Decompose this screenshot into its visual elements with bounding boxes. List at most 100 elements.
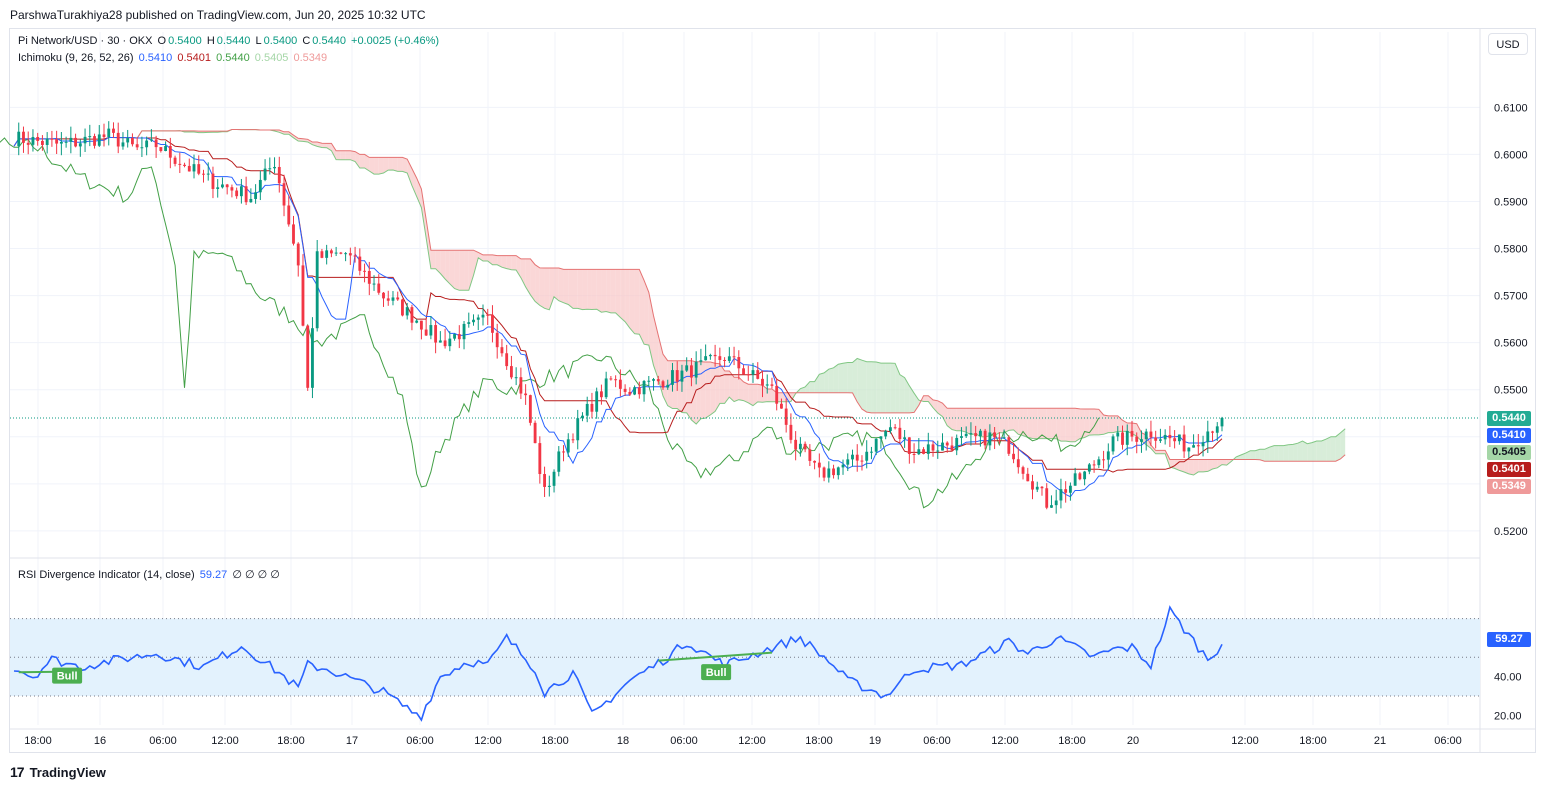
ichimoku-cloud-segment: [1023, 408, 1028, 438]
ichimoku-cloud-segment: [468, 250, 474, 291]
ichimoku-cloud-segment: [719, 363, 725, 404]
time-tick-label: 18:00: [1299, 735, 1327, 747]
candle-body: [1106, 451, 1110, 460]
candle-body: [718, 356, 722, 360]
candle-body: [339, 252, 343, 254]
ichimoku-label[interactable]: Ichimoku (9, 26, 52, 26): [18, 52, 134, 64]
candle-body: [244, 186, 248, 203]
candle-body: [135, 144, 139, 148]
candle-body: [334, 252, 338, 254]
candle-body: [671, 370, 674, 385]
ichimoku-cloud-segment: [1065, 408, 1071, 442]
ichimoku-cloud-segment: [985, 408, 990, 438]
rsi-label[interactable]: RSI Divergence Indicator (14, close): [18, 569, 195, 581]
candle-body: [983, 430, 987, 446]
ichimoku-cloud-segment: [871, 361, 877, 413]
candle-body: [1215, 426, 1219, 433]
candle-body: [178, 163, 182, 165]
time-tick-label: 06:00: [670, 735, 698, 747]
candle-body: [562, 451, 565, 453]
symbol-label[interactable]: Pi Network/USD · 30 · OKX: [18, 35, 153, 47]
ichimoku-cloud-segment: [383, 157, 389, 173]
candle-body: [97, 134, 101, 146]
candle-body: [884, 431, 888, 437]
candle-body: [273, 166, 276, 169]
time-tick-label: 12:00: [474, 735, 502, 747]
chikou-value: 0.5440: [216, 52, 250, 64]
candle-body: [131, 138, 134, 145]
candle-body: [1173, 438, 1177, 442]
time-tick-label: 19: [869, 735, 881, 747]
candle-body: [41, 140, 44, 145]
ichimoku-cloud-segment: [928, 395, 934, 408]
candle-body: [287, 205, 291, 225]
ichimoku-cloud-segment: [843, 362, 848, 393]
ichimoku-cloud-segment: [1203, 459, 1208, 472]
ichimoku-cloud-segment: [757, 384, 763, 403]
candle-body: [1158, 439, 1162, 441]
ichimoku-cloud-segment: [1027, 408, 1033, 439]
candle-body: [391, 297, 395, 301]
ichimoku-cloud-segment: [577, 269, 583, 310]
ichimoku-cloud-segment: [487, 254, 493, 265]
ichimoku-cloud-segment: [568, 269, 573, 309]
candle-body: [438, 340, 442, 343]
ichimoku-cloud-segment: [710, 362, 716, 415]
ichimoku-cloud-segment: [525, 258, 531, 295]
ichimoku-cloud-segment: [937, 400, 943, 417]
candle-body: [500, 347, 504, 354]
time-tick-label: 12:00: [991, 735, 1019, 747]
ichimoku-cloud-segment: [909, 385, 915, 413]
open-value: 0.5400: [168, 35, 202, 47]
candle-body: [1144, 431, 1148, 440]
candle-body: [699, 360, 703, 362]
candle-body: [827, 468, 831, 478]
candle-body: [45, 138, 49, 145]
ichimoku-cloud-segment: [970, 408, 976, 435]
ichimoku-cloud-segment: [435, 250, 441, 274]
ichimoku-cloud-segment: [833, 364, 839, 393]
ichimoku-cloud-segment: [516, 255, 521, 278]
candle-body: [415, 320, 419, 323]
candle-body: [870, 451, 873, 453]
ichimoku-cloud-segment: [1283, 444, 1289, 462]
ichimoku-cloud-segment: [634, 269, 640, 335]
candle-body: [429, 325, 433, 336]
ichimoku-cloud-segment: [1307, 442, 1313, 462]
ichimoku-cloud-segment: [819, 372, 825, 393]
candle-body: [618, 379, 622, 389]
candle-body: [903, 437, 907, 440]
candle-body: [770, 384, 774, 386]
candle-body: [841, 464, 845, 468]
candle-body: [192, 164, 196, 172]
ichimoku-cloud-segment: [1193, 459, 1199, 475]
currency-button[interactable]: USD: [1488, 33, 1528, 55]
rsi-value: 59.27: [199, 569, 228, 581]
ichimoku-cloud-segment: [1326, 436, 1331, 462]
candle-body: [789, 424, 793, 440]
candle-body: [258, 179, 262, 193]
candle-body: [945, 442, 949, 446]
candle-body: [112, 128, 115, 133]
ichimoku-cloud-segment: [700, 361, 706, 419]
ichimoku-cloud-segment: [449, 250, 455, 289]
ichimoku-cloud-segment: [738, 377, 744, 401]
ichimoku-cloud-segment: [1013, 408, 1019, 435]
ichimoku-cloud-segment: [1037, 408, 1042, 439]
candle-body: [723, 359, 727, 361]
candle-body: [1192, 445, 1195, 448]
ichimoku-cloud-segment: [890, 363, 896, 413]
tradingview-logo-icon: 17: [10, 764, 25, 780]
ichimoku-cloud-segment: [866, 361, 872, 413]
candle-body: [329, 250, 333, 254]
footer-brand[interactable]: 17 TradingView: [10, 764, 106, 780]
high-value: 0.5440: [216, 35, 251, 47]
candle-body: [888, 427, 892, 432]
ichimoku-cloud-segment: [378, 157, 384, 175]
ichimoku-cloud-segment: [1302, 441, 1308, 462]
candle-body: [50, 138, 54, 140]
candle-body: [538, 443, 542, 475]
ichimoku-cloud-segment: [374, 157, 379, 175]
ichimoku-cloud-segment: [539, 267, 545, 309]
